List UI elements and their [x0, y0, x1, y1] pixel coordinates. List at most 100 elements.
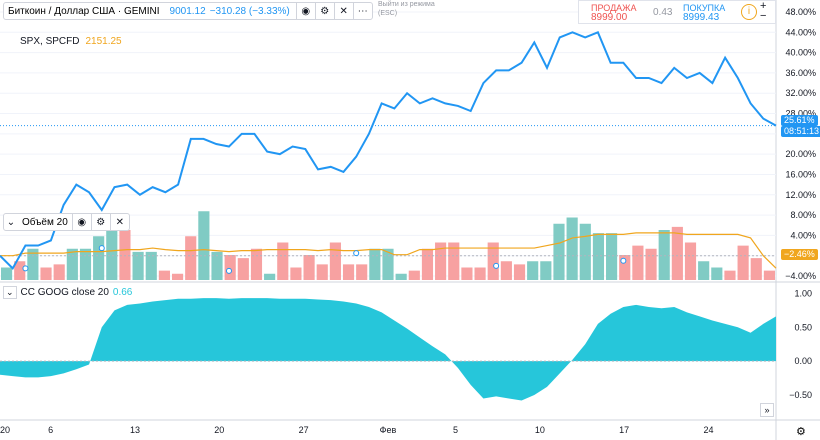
volume-bar — [342, 264, 355, 280]
collapse-icon[interactable]: ⌄ — [6, 216, 16, 228]
remove-icon[interactable]: ✕ — [109, 214, 129, 230]
volume-chip[interactable]: ⌄ Объём 20 ◉ ⚙ ✕ — [3, 213, 130, 231]
symbol-label: Биткоин / Доллар США · GEMINI — [8, 5, 160, 17]
volume-bar — [724, 270, 736, 280]
indicator-legend: ⌄ CC GOOG close 20 0.66 — [3, 286, 132, 299]
indicator-y-tick-label: 0.00 — [794, 356, 812, 366]
volume-bar — [198, 211, 210, 280]
collapse-icon[interactable]: ⌄ — [3, 286, 17, 299]
volume-label: Объём 20 — [22, 216, 68, 228]
hide-icon[interactable]: ◉ — [295, 3, 315, 19]
change-value: −310.28 (−3.33%) — [209, 5, 290, 17]
sell-value[interactable]: 8999.00 — [591, 12, 628, 23]
volume-bar — [527, 261, 539, 280]
more-icon[interactable]: ⋯ — [352, 3, 372, 19]
volume-bar — [658, 230, 670, 280]
correlation-area — [0, 298, 776, 401]
compare-symbol: SPX, SPCFD — [20, 36, 80, 47]
volume-bar — [93, 236, 105, 280]
volume-bar — [14, 261, 26, 280]
volume-bar — [684, 242, 697, 280]
volume-bar — [671, 226, 683, 280]
volume-bar — [224, 255, 236, 280]
volume-bar — [356, 264, 368, 280]
volume-bar — [487, 242, 499, 280]
minus-icon[interactable]: − — [760, 10, 767, 22]
volume-bar — [750, 258, 762, 280]
volume-bar — [592, 233, 605, 280]
y-tick-label: −4.00% — [785, 271, 816, 281]
volume-bar — [540, 261, 552, 280]
volume-bar — [53, 264, 65, 280]
btc-last-pct: 25.61% — [781, 115, 818, 126]
indicator-y-tick-label: 1.00 — [794, 288, 812, 298]
settings-icon[interactable]: ⚙ — [90, 214, 110, 230]
x-tick-label: 27 — [299, 425, 309, 435]
x-tick-label: 2020 — [0, 425, 10, 435]
indicator-label: CC GOOG close 20 — [20, 287, 109, 298]
y-tick-label: 16.00% — [785, 169, 816, 179]
hide-icon[interactable]: ◉ — [71, 214, 91, 230]
x-tick-label: 6 — [48, 425, 53, 435]
volume-bar — [40, 267, 52, 280]
volume-bar — [237, 258, 249, 280]
remove-icon[interactable]: ✕ — [333, 3, 353, 19]
spread-value: 0.43 — [653, 7, 673, 18]
volume-bar — [250, 248, 263, 280]
scroll-right-icon[interactable]: » — [760, 403, 774, 417]
volume-bar — [448, 242, 460, 280]
exit-fullscreen-tooltip: Выйти из режима (ESC) — [378, 1, 435, 17]
x-tick-label: 17 — [619, 425, 629, 435]
x-tick-label: 13 — [130, 425, 140, 435]
volume-bar — [579, 223, 591, 280]
y-tick-label: 12.00% — [785, 190, 816, 200]
volume-bar — [316, 264, 328, 280]
volume-bar — [513, 264, 526, 280]
volume-bar — [171, 273, 184, 280]
y-tick-label: 4.00% — [790, 230, 816, 240]
event-marker — [353, 250, 360, 257]
volume-bar — [619, 255, 631, 280]
trade-panel: ПРОДАЖА 8999.00 0.43 ПОКУПКА 8999.43 i — [578, 0, 776, 24]
volume-bar — [106, 230, 118, 280]
volume-bar — [66, 248, 78, 280]
volume-bar — [395, 273, 407, 280]
y-tick-label: 48.00% — [785, 7, 816, 17]
info-icon[interactable]: i — [741, 4, 757, 20]
volume-bar — [763, 270, 775, 280]
volume-bar — [606, 233, 618, 280]
volume-bar — [566, 217, 578, 280]
y-tick-label: 32.00% — [785, 88, 816, 98]
volume-bar — [474, 267, 486, 280]
indicator-y-tick-label: 0.50 — [794, 322, 812, 332]
price-value: 9001.12 — [169, 5, 206, 17]
event-marker — [493, 262, 500, 269]
volume-bar — [145, 251, 157, 280]
y-tick-label: 36.00% — [785, 68, 816, 78]
event-marker — [98, 245, 105, 252]
event-marker — [22, 265, 29, 272]
volume-bar — [382, 248, 394, 280]
volume-bar — [369, 248, 381, 280]
volume-bar — [277, 242, 289, 280]
sell-label[interactable]: ПРОДАЖА — [591, 3, 637, 13]
volume-bar — [211, 251, 223, 280]
volume-bar — [461, 267, 473, 280]
plus-icon[interactable]: + — [760, 0, 767, 12]
volume-bar — [158, 270, 170, 280]
x-tick-label: 5 — [453, 425, 458, 435]
gear-icon[interactable]: ⚙ — [796, 426, 806, 438]
y-tick-label: 20.00% — [785, 149, 816, 159]
compare-value: 2151.25 — [85, 36, 122, 47]
settings-icon[interactable]: ⚙ — [314, 3, 334, 19]
volume-bar — [27, 248, 39, 280]
volume-bar — [711, 267, 723, 280]
y-tick-label: 44.00% — [785, 27, 816, 37]
volume-bar — [303, 255, 315, 280]
indicator-y-tick-label: −0.50 — [789, 390, 812, 400]
btc-series-line — [0, 31, 777, 271]
buy-value[interactable]: 8999.43 — [683, 12, 720, 23]
buy-label[interactable]: ПОКУПКА — [683, 3, 726, 13]
indicator-value: 0.66 — [112, 287, 133, 298]
